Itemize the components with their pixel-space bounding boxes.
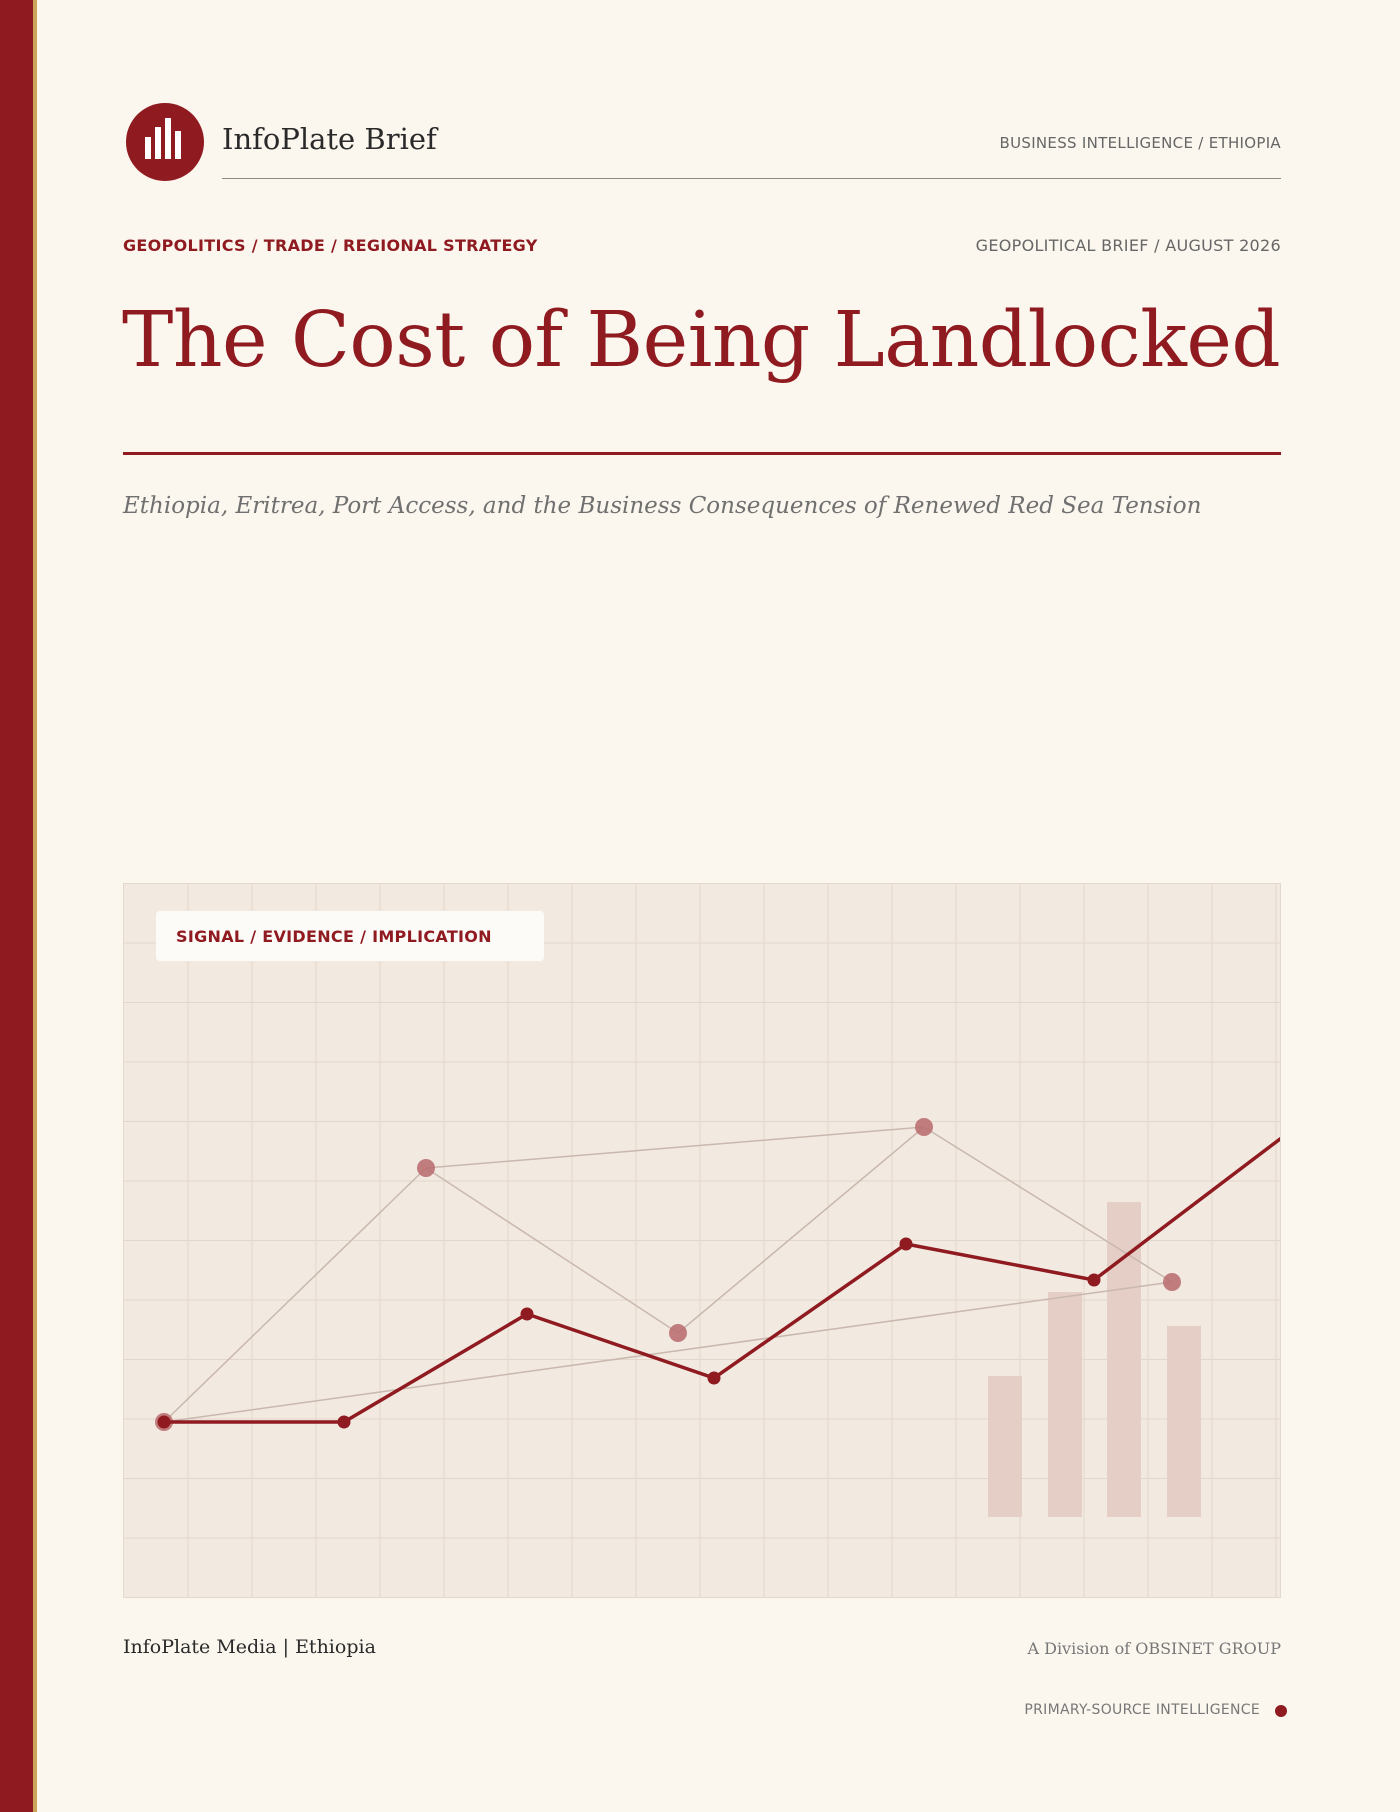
bar-chart-icon (145, 118, 181, 159)
decorative-bar (1167, 1326, 1201, 1517)
title-divider (123, 452, 1281, 455)
page-title: The Cost of Being Landlocked (122, 296, 1281, 385)
decorative-chart-panel: SIGNAL / EVIDENCE / IMPLICATION (123, 883, 1281, 1598)
publisher-label: InfoPlate Media | Ethiopia (123, 1636, 376, 1658)
network-node (1163, 1273, 1181, 1291)
brand-name: InfoPlate Brief (222, 122, 437, 156)
network-line (425, 1167, 679, 1334)
network-line (677, 1126, 925, 1334)
network-line (163, 1281, 1173, 1423)
accent-point (899, 1237, 913, 1251)
network-line (923, 1126, 1173, 1283)
accent-point (707, 1371, 721, 1385)
network-line (163, 1167, 427, 1423)
accent-point (337, 1415, 351, 1429)
decorative-bar (1107, 1202, 1141, 1517)
signal-badge: SIGNAL / EVIDENCE / IMPLICATION (156, 911, 544, 961)
page-subtitle: Ethiopia, Eritrea, Port Access, and the … (123, 493, 1202, 519)
brand-logo (126, 103, 204, 181)
header-divider (222, 178, 1281, 179)
category-tags: GEOPOLITICS / TRADE / REGIONAL STRATEGY (123, 236, 538, 255)
intelligence-tag: PRIMARY-SOURCE INTELLIGENCE (1024, 1702, 1260, 1718)
signal-badge-label: SIGNAL / EVIDENCE / IMPLICATION (176, 927, 492, 946)
accent-dot (1275, 1705, 1287, 1717)
network-node (915, 1118, 933, 1136)
division-label: A Division of OBSINET GROUP (1027, 1639, 1281, 1658)
accent-point (157, 1415, 171, 1429)
network-node (669, 1324, 687, 1342)
left-spine-bar (0, 0, 33, 1812)
brief-date: GEOPOLITICAL BRIEF / AUGUST 2026 (975, 236, 1281, 255)
section-label: BUSINESS INTELLIGENCE / ETHIOPIA (999, 134, 1281, 152)
network-line (425, 1126, 925, 1169)
accent-point (1087, 1273, 1101, 1287)
left-spine-accent (33, 0, 37, 1812)
accent-point (520, 1307, 534, 1321)
decorative-line-graphic (124, 884, 1280, 1597)
decorative-bar (988, 1376, 1022, 1517)
decorative-bar (1048, 1292, 1082, 1517)
network-node (417, 1159, 435, 1177)
